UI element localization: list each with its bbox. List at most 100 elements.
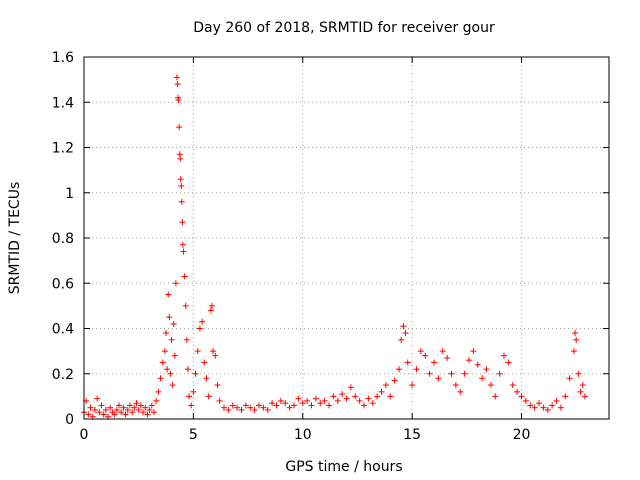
data-point <box>540 404 547 411</box>
data-point <box>402 330 409 337</box>
data-point <box>334 397 341 404</box>
data-point <box>173 74 180 81</box>
data-point <box>492 393 499 400</box>
data-point <box>549 402 556 409</box>
x-tick-label: 10 <box>294 427 312 443</box>
data-point <box>422 352 429 359</box>
data-point <box>321 397 328 404</box>
data-point <box>361 402 367 409</box>
data-point <box>577 388 584 395</box>
data-point <box>461 370 468 377</box>
data-points <box>81 74 588 420</box>
data-point <box>205 393 212 400</box>
x-tick-label: 15 <box>403 427 421 443</box>
data-point <box>527 402 534 409</box>
data-point <box>102 406 109 413</box>
data-point <box>483 366 490 373</box>
data-point <box>159 359 166 366</box>
data-point <box>409 382 416 389</box>
data-point <box>181 273 188 280</box>
data-point <box>142 404 149 411</box>
data-point <box>118 409 125 416</box>
data-point <box>182 302 189 309</box>
data-point <box>242 402 249 409</box>
data-point <box>169 382 176 389</box>
data-point <box>256 402 262 409</box>
data-point <box>113 406 120 413</box>
data-point <box>146 406 153 413</box>
data-point <box>184 366 191 373</box>
axis-ticks: 0 0.2 0.4 0.6 0.8 1 1.2 1.4 1.6 0 5 10 15 20 <box>52 50 609 443</box>
data-point <box>183 336 190 343</box>
data-point <box>216 397 223 404</box>
data-point <box>234 404 241 411</box>
data-point <box>396 366 402 373</box>
data-point <box>431 359 437 366</box>
data-point <box>96 409 103 416</box>
data-point <box>176 124 183 131</box>
data-point <box>264 406 271 413</box>
data-point <box>192 370 199 377</box>
data-point <box>179 241 186 248</box>
data-point <box>435 375 442 382</box>
data-point <box>186 393 192 400</box>
data-point <box>387 393 394 400</box>
data-point <box>400 323 407 330</box>
data-point <box>238 406 245 413</box>
data-point <box>439 348 446 355</box>
data-point <box>487 382 494 389</box>
data-point <box>282 400 289 407</box>
data-point <box>479 375 486 382</box>
data-point <box>448 370 455 377</box>
data-point <box>304 397 311 404</box>
x-tick-label: 0 <box>80 427 89 443</box>
y-tick-label: 1 <box>65 186 74 202</box>
data-point <box>273 402 280 409</box>
data-point <box>356 397 363 404</box>
data-point <box>151 409 157 416</box>
data-point <box>221 404 227 411</box>
data-point <box>153 397 160 404</box>
data-point <box>571 348 577 355</box>
data-point <box>286 404 293 411</box>
data-point <box>166 314 173 321</box>
data-point <box>208 302 215 309</box>
data-point <box>225 406 232 413</box>
data-point <box>91 406 98 413</box>
data-point <box>426 370 433 377</box>
data-point <box>352 393 359 400</box>
data-point <box>168 336 175 343</box>
data-point <box>161 348 168 355</box>
data-point <box>417 348 424 355</box>
data-point <box>343 395 350 402</box>
data-point <box>124 406 131 413</box>
data-point <box>122 411 129 418</box>
data-point <box>129 409 136 416</box>
data-point <box>573 336 580 343</box>
data-point <box>178 198 185 205</box>
data-point <box>203 375 210 382</box>
data-point <box>581 393 588 400</box>
data-point <box>553 397 560 404</box>
data-point <box>413 366 420 373</box>
y-tick-label: 1.2 <box>52 141 74 157</box>
data-point <box>164 366 171 373</box>
data-point <box>111 411 118 418</box>
data-point <box>347 384 354 391</box>
data-point <box>190 388 197 395</box>
data-point <box>214 382 221 389</box>
chart-title: Day 260 of 2018, SRMTID for receiver gou… <box>193 20 495 36</box>
data-point <box>201 359 208 366</box>
data-point <box>562 393 569 400</box>
data-point <box>474 361 481 368</box>
data-point <box>199 318 206 325</box>
data-point <box>85 411 92 418</box>
data-point <box>382 382 389 389</box>
data-point <box>212 352 219 359</box>
data-point <box>531 404 538 411</box>
data-point <box>107 404 114 411</box>
y-tick-label: 0.4 <box>52 322 74 338</box>
data-point <box>247 404 254 411</box>
data-point <box>87 404 94 411</box>
data-point <box>518 393 525 400</box>
